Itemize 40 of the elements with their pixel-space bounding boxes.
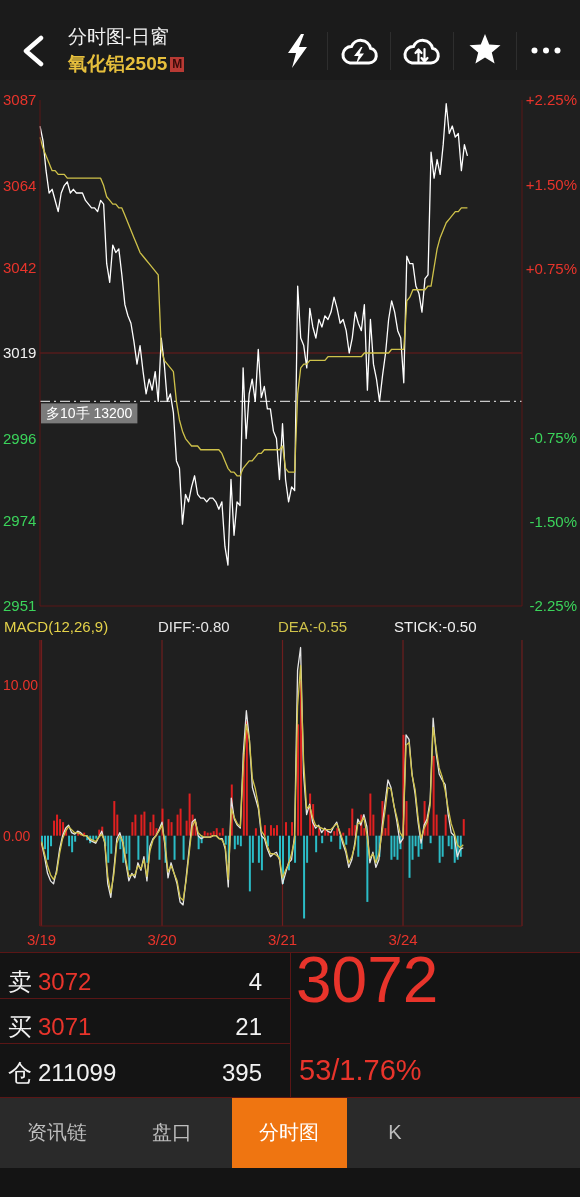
text: K [388, 1121, 402, 1143]
y2-tick-label: +1.50% [525, 175, 577, 193]
chart-subtitle: 氧化铝2505 [68, 53, 168, 74]
text: 盘口 [152, 1121, 192, 1143]
text: DEA:-0.55 [278, 618, 348, 635]
x-tick-label: 3/20 [147, 930, 177, 948]
text: 395 [221, 1059, 262, 1086]
chart-title: 分时图-日窗 [68, 26, 170, 47]
text: 仓 [8, 1059, 32, 1086]
text: 买 [8, 1013, 32, 1040]
text: 3071 [38, 1013, 92, 1040]
y-tick-label: 3064 [3, 176, 37, 194]
y2-tick-label: +2.25% [525, 91, 577, 109]
y-tick-label: 10.00 [3, 677, 39, 694]
y-tick-label: 0.00 [3, 827, 31, 844]
y2-tick-label: -2.25% [529, 597, 577, 615]
x-tick-label: 3/21 [267, 930, 298, 948]
text: 21 [235, 1013, 262, 1040]
text: 卖 [8, 968, 32, 995]
text: 211099 [38, 1059, 117, 1086]
text: 4 [248, 968, 262, 995]
y-tick-label: 3019 [3, 344, 37, 362]
y-tick-label: 3042 [3, 258, 37, 276]
y2-tick-label: -1.50% [529, 512, 577, 530]
text: M [172, 56, 183, 71]
y2-tick-label: +0.75% [525, 259, 577, 277]
text: 3072 [38, 968, 92, 995]
chart-title: MACD(12,26,9) [4, 618, 109, 635]
y-tick-label: 3087 [3, 91, 37, 109]
text: 资讯链 [27, 1121, 87, 1143]
text: 53/1.76% [299, 1054, 422, 1086]
y-tick-label: 2951 [3, 597, 37, 615]
ref-line-label: 多10手 13200 [46, 405, 133, 422]
x-tick-label: 3/19 [26, 930, 57, 948]
text: STICK:-0.50 [394, 618, 477, 635]
y-tick-label: 2974 [3, 511, 37, 529]
text: DIFF:-0.80 [158, 618, 230, 635]
text: 分时图 [259, 1121, 319, 1143]
y-tick-label: 2996 [3, 429, 37, 447]
y2-tick-label: -0.75% [529, 428, 577, 446]
